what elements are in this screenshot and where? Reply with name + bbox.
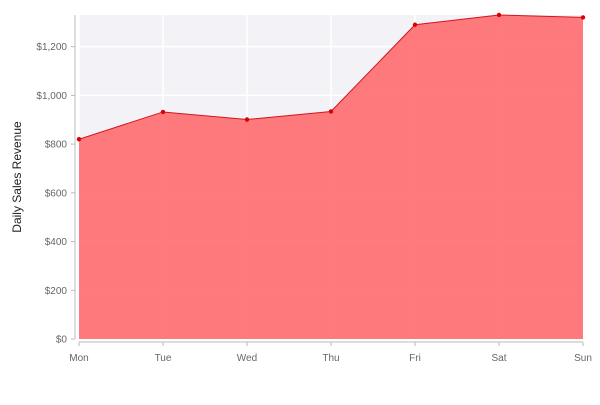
y-tick-label: $600 xyxy=(45,188,68,199)
x-tick-labels: Mon Tue Wed Thu Fri Sat Sun xyxy=(69,342,592,364)
y-tick-label: $400 xyxy=(45,237,68,248)
data-point-thu[interactable] xyxy=(328,109,334,114)
x-tick-label: Mon xyxy=(69,353,88,364)
series-points xyxy=(76,12,586,142)
y-tick-label: $1,200 xyxy=(36,42,67,53)
y-tick-label: $1,000 xyxy=(36,91,67,102)
data-point-fri[interactable] xyxy=(412,22,418,27)
data-point-wed[interactable] xyxy=(244,117,250,122)
x-tick-label: Fri xyxy=(409,353,421,364)
data-point-mon[interactable] xyxy=(76,137,82,142)
data-point-sat[interactable] xyxy=(496,12,502,18)
x-tick-label: Sun xyxy=(574,353,592,364)
x-tick-label: Thu xyxy=(322,353,339,364)
y-tick-label: $800 xyxy=(45,140,68,151)
y-axis-title: Daily Sales Revenue xyxy=(10,121,24,233)
data-point-tue[interactable] xyxy=(160,109,166,115)
y-tick-label: $0 xyxy=(56,335,68,346)
data-point-sun[interactable] xyxy=(580,15,586,20)
series-area-fill xyxy=(79,15,583,339)
x-tick-label: Sat xyxy=(491,353,506,364)
x-tick-label: Wed xyxy=(237,353,257,364)
x-tick-label: Tue xyxy=(155,353,172,364)
y-tick-labels: $0 $200 $400 $600 $800 $1,000 $1,200 xyxy=(36,42,75,346)
y-tick-label: $200 xyxy=(45,286,68,297)
